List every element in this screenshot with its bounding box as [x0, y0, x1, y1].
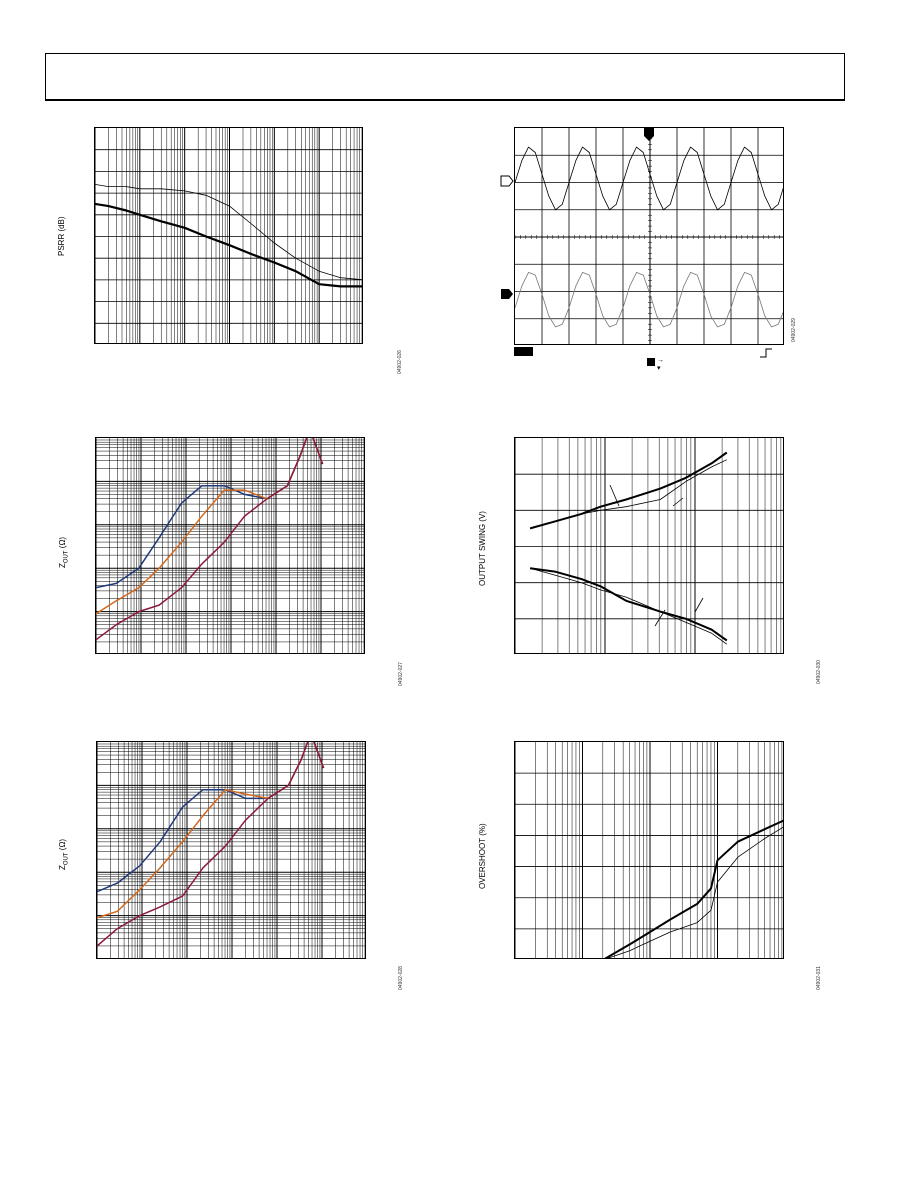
psrr-chart: [95, 128, 362, 343]
swing-plot-area: [514, 437, 784, 654]
swing-annotation-arrow: [694, 597, 704, 613]
psrr-series-line: [95, 184, 362, 281]
swing-annotation-arrow: [654, 609, 666, 627]
channel1-marker-icon: [500, 175, 514, 187]
scope-trace-line: [515, 272, 783, 328]
zout1-series-line: [96, 438, 324, 615]
overshoot-series-line: [604, 819, 783, 958]
zout2-ylabel-unit: (Ω): [58, 838, 67, 853]
swing-annotation-arrow: [672, 497, 684, 507]
swing-y-axis-label: OUTPUT SWING (V): [478, 511, 487, 586]
zout1-series-line: [96, 438, 324, 641]
page-header-frame: [45, 53, 845, 101]
channel2-marker-icon: [501, 289, 513, 299]
swing-series-line: [529, 567, 728, 645]
overshoot-y-axis-label: OVERSHOOT (%): [478, 823, 487, 889]
scope-timebase-marker: [647, 358, 655, 366]
overshoot-plot-area: [514, 741, 784, 959]
zout1-ylabel-sub: OUT: [63, 550, 70, 564]
psrr-plot-area: [94, 127, 363, 344]
psrr-y-axis-label: PSRR (dB): [57, 216, 66, 256]
zout2-series-line: [97, 742, 325, 919]
swing-chart: [515, 438, 783, 653]
zout2-figure-code: 04902-028: [398, 966, 404, 990]
zout1-y-axis-label: ZOUT (Ω): [58, 537, 70, 568]
overshoot-series-line: [607, 826, 783, 958]
zout2-ylabel-sub: OUT: [63, 852, 70, 866]
overshoot-chart: [515, 742, 783, 958]
zout1-chart: [96, 438, 364, 653]
scope-plot-area: [514, 127, 784, 345]
psrr-series-line: [95, 202, 362, 288]
swing-series-line: [529, 567, 728, 642]
scope-trigger-arrows: → ▾: [657, 357, 664, 372]
scope-figure-code: 04902-029: [791, 318, 797, 342]
scope-chart: [515, 128, 783, 344]
scope-channel-readout-box: [514, 347, 533, 356]
swing-figure-code: 04902-030: [816, 660, 822, 684]
zout1-ylabel-unit: (Ω): [58, 536, 67, 551]
zout2-plot-area: [96, 741, 366, 959]
swing-series-line: [529, 451, 728, 530]
rising-edge-trigger-icon: [760, 348, 772, 358]
swing-annotation-arrow: [609, 484, 620, 507]
zout1-plot-area: [95, 437, 365, 654]
zout2-ylabel-main: Z: [58, 865, 67, 870]
scope-trace-line: [515, 146, 783, 211]
trigger-marker-icon: [644, 127, 654, 141]
zout2-chart: [97, 742, 365, 958]
psrr-figure-code: 04902-026: [397, 350, 403, 374]
overshoot-figure-code: 04902-031: [816, 966, 822, 990]
zout1-ylabel-main: Z: [58, 563, 67, 568]
zout1-figure-code: 04902-027: [398, 662, 404, 686]
zout2-series-line: [97, 742, 325, 947]
swing-series-line: [529, 459, 727, 529]
zout2-y-axis-label: ZOUT (Ω): [58, 839, 70, 870]
